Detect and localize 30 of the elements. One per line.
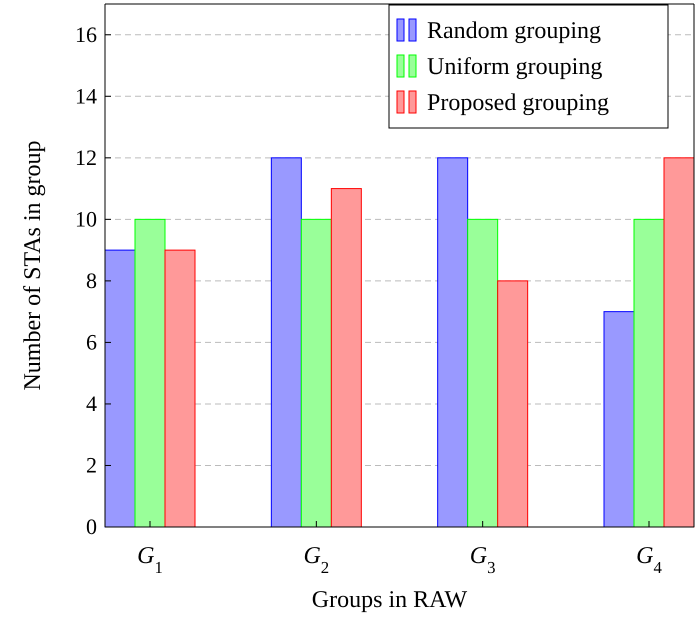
x-tick-label: G$_{3}$ (470, 543, 496, 576)
y-tick-label: 2 (86, 452, 97, 478)
bar (330, 188, 362, 528)
bar (134, 218, 166, 528)
bar (104, 250, 136, 528)
bar (604, 311, 634, 528)
bar (270, 157, 302, 528)
x-tick-label: G$_{1}$ (137, 543, 163, 576)
legend-label: Proposed grouping (427, 90, 609, 116)
bar (467, 218, 498, 528)
y-tick-label: 6 (86, 329, 97, 354)
y-tick-label: 12 (75, 144, 97, 170)
y-tick-label: 0 (86, 514, 97, 540)
y-tick-label: 4 (86, 390, 97, 416)
bar (437, 157, 468, 528)
bar (634, 218, 664, 528)
legend-label: Uniform grouping (427, 54, 602, 80)
bar (664, 157, 694, 528)
legend-label: Random grouping (427, 18, 601, 44)
y-tick-label: 14 (75, 83, 97, 108)
x-tick-label: G$_{4}$ (636, 543, 662, 576)
bar (164, 250, 196, 528)
y-tick-label: 8 (86, 268, 97, 293)
bar (300, 218, 332, 528)
y-tick-label: 16 (75, 22, 97, 47)
y-tick-label: 10 (75, 206, 97, 232)
x-tick-label: G$_{2}$ (303, 543, 330, 576)
x-axis-title: Groups in RAW (312, 587, 468, 613)
bar (497, 280, 528, 528)
y-axis-title: Number of STAs in group (20, 140, 46, 391)
